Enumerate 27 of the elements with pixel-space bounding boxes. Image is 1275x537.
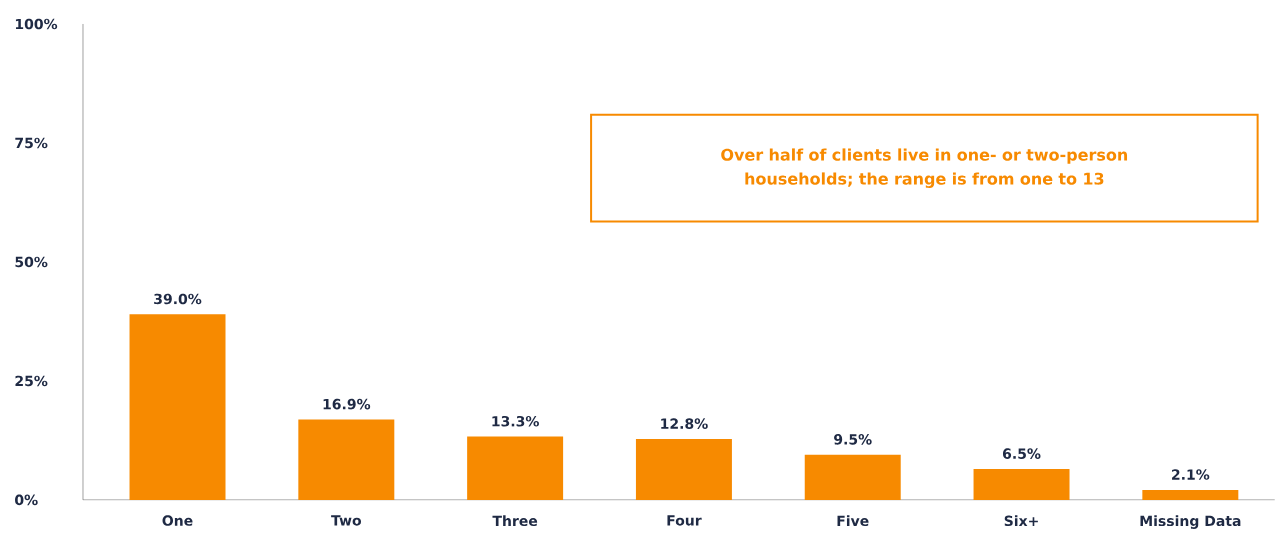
bar — [1142, 489, 1239, 500]
x-tick-label: Six+ — [1004, 515, 1038, 527]
y-tick-label: 50% — [15, 256, 48, 268]
bar — [804, 454, 901, 500]
bar — [467, 436, 564, 500]
x-tick-label: Two — [331, 515, 362, 526]
data-label: 16.9% — [323, 398, 371, 410]
data-label: 2.1% — [1172, 469, 1210, 480]
y-tick-label: 25% — [15, 375, 48, 387]
x-tick-label: One — [162, 515, 193, 526]
annotation: Over half of clients live in one- or two-person households; the range is from one to 13 — [721, 148, 1128, 189]
y-tick-label: 75% — [15, 137, 48, 149]
data-label: 13.3% — [492, 416, 539, 427]
bar — [129, 314, 226, 500]
y-tick-label: 100% — [15, 18, 58, 30]
data-label: 12.8% — [661, 418, 708, 429]
x-tick-label: Three — [492, 515, 538, 527]
data-label: 39.0% — [154, 293, 202, 305]
bar — [298, 419, 395, 500]
x-tick-label: Five — [837, 515, 869, 527]
data-label: 9.5% — [834, 434, 872, 445]
x-tick-label: Missing Data — [1140, 515, 1241, 529]
x-tick-label: Four — [667, 515, 702, 526]
data-label: 6.5% — [1002, 448, 1041, 459]
y-tick-label: 0% — [15, 494, 38, 506]
bar — [635, 439, 732, 500]
bar — [973, 469, 1070, 500]
